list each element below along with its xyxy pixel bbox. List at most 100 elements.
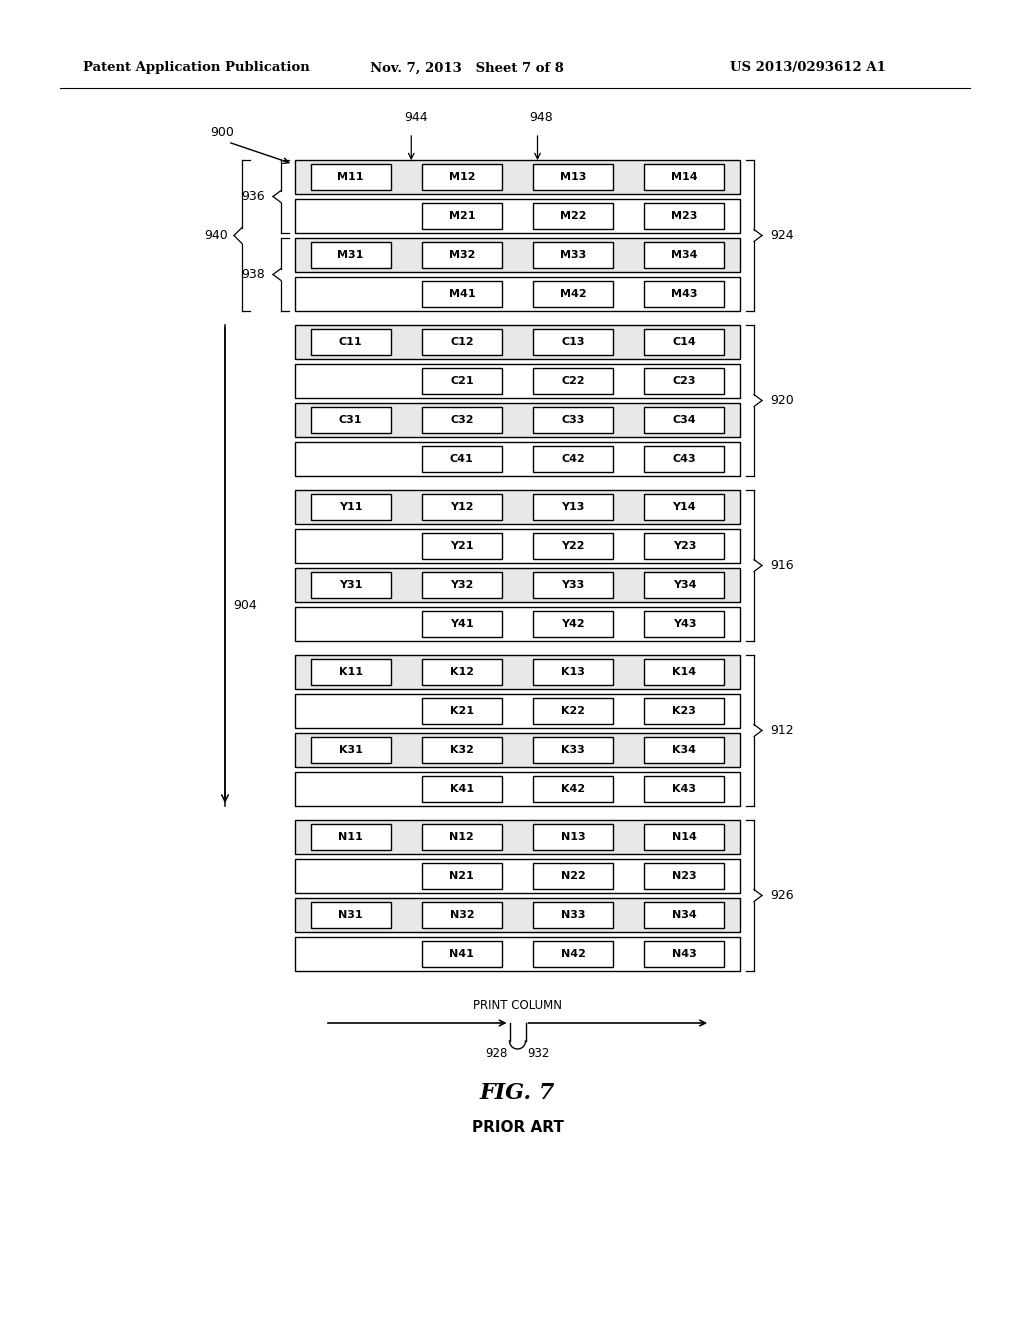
- Text: K23: K23: [673, 706, 696, 715]
- Text: Y12: Y12: [451, 502, 474, 512]
- Bar: [644, 659, 724, 685]
- Text: Y21: Y21: [451, 541, 474, 550]
- Text: K42: K42: [561, 784, 585, 795]
- Bar: [310, 737, 391, 763]
- Text: K13: K13: [561, 667, 585, 677]
- Bar: [422, 824, 502, 850]
- Text: 924: 924: [770, 228, 794, 242]
- Text: N33: N33: [561, 909, 586, 920]
- Bar: [422, 863, 502, 890]
- Text: M21: M21: [449, 211, 475, 220]
- Text: C13: C13: [561, 337, 585, 347]
- Bar: [422, 329, 502, 355]
- Bar: [422, 242, 502, 268]
- Bar: [534, 281, 613, 308]
- Bar: [422, 164, 502, 190]
- Bar: [422, 611, 502, 638]
- Bar: [534, 776, 613, 803]
- Bar: [644, 329, 724, 355]
- Text: Y33: Y33: [561, 579, 585, 590]
- Bar: [310, 824, 391, 850]
- Text: M13: M13: [560, 172, 587, 182]
- Bar: [295, 403, 740, 437]
- Text: K43: K43: [673, 784, 696, 795]
- Text: Y42: Y42: [561, 619, 585, 630]
- Text: PRINT COLUMN: PRINT COLUMN: [473, 999, 562, 1012]
- Bar: [534, 941, 613, 968]
- Bar: [644, 533, 724, 560]
- Text: N43: N43: [672, 949, 696, 960]
- Bar: [295, 238, 740, 272]
- Bar: [422, 368, 502, 395]
- Text: M41: M41: [449, 289, 475, 300]
- Bar: [644, 407, 724, 433]
- Text: 944: 944: [404, 111, 428, 124]
- Text: C41: C41: [450, 454, 474, 465]
- Text: N34: N34: [672, 909, 696, 920]
- Bar: [422, 941, 502, 968]
- Text: K11: K11: [339, 667, 362, 677]
- Text: PRIOR ART: PRIOR ART: [472, 1119, 563, 1134]
- Bar: [534, 164, 613, 190]
- Bar: [534, 659, 613, 685]
- Bar: [310, 164, 391, 190]
- Bar: [422, 572, 502, 598]
- Text: C33: C33: [561, 414, 585, 425]
- Text: C12: C12: [451, 337, 474, 347]
- Text: K34: K34: [673, 744, 696, 755]
- Bar: [295, 160, 740, 194]
- Bar: [295, 898, 740, 932]
- Text: N41: N41: [450, 949, 474, 960]
- Bar: [644, 368, 724, 395]
- Text: K32: K32: [450, 744, 474, 755]
- Text: M31: M31: [338, 249, 364, 260]
- Text: Nov. 7, 2013   Sheet 7 of 8: Nov. 7, 2013 Sheet 7 of 8: [370, 62, 564, 74]
- Bar: [295, 655, 740, 689]
- Text: 912: 912: [770, 723, 794, 737]
- Bar: [422, 737, 502, 763]
- Bar: [644, 203, 724, 230]
- Text: Y31: Y31: [339, 579, 362, 590]
- Text: K21: K21: [450, 706, 474, 715]
- Text: K12: K12: [450, 667, 474, 677]
- Text: C34: C34: [673, 414, 696, 425]
- Bar: [295, 694, 740, 729]
- Text: US 2013/0293612 A1: US 2013/0293612 A1: [730, 62, 886, 74]
- Bar: [644, 902, 724, 928]
- Bar: [422, 203, 502, 230]
- Text: N22: N22: [561, 871, 586, 880]
- Bar: [310, 494, 391, 520]
- Bar: [422, 698, 502, 725]
- Text: FIG. 7: FIG. 7: [480, 1082, 555, 1104]
- Text: M34: M34: [671, 249, 697, 260]
- Text: M12: M12: [449, 172, 475, 182]
- Text: N23: N23: [672, 871, 696, 880]
- Text: 916: 916: [770, 558, 794, 572]
- Text: 948: 948: [529, 111, 553, 124]
- Bar: [422, 281, 502, 308]
- Bar: [644, 776, 724, 803]
- Text: M14: M14: [671, 172, 697, 182]
- Bar: [422, 533, 502, 560]
- Text: 932: 932: [527, 1047, 550, 1060]
- Text: C23: C23: [673, 376, 696, 385]
- Bar: [534, 446, 613, 473]
- Bar: [644, 164, 724, 190]
- Text: Y32: Y32: [451, 579, 473, 590]
- Text: N32: N32: [450, 909, 474, 920]
- Bar: [422, 446, 502, 473]
- Bar: [534, 242, 613, 268]
- Text: N31: N31: [338, 909, 362, 920]
- Bar: [295, 442, 740, 477]
- Bar: [295, 733, 740, 767]
- Bar: [644, 863, 724, 890]
- Bar: [310, 242, 391, 268]
- Text: C21: C21: [451, 376, 474, 385]
- Text: C43: C43: [673, 454, 696, 465]
- Text: K31: K31: [339, 744, 362, 755]
- Text: M22: M22: [560, 211, 587, 220]
- Bar: [534, 902, 613, 928]
- Bar: [310, 572, 391, 598]
- Text: Y11: Y11: [339, 502, 362, 512]
- Text: M42: M42: [560, 289, 587, 300]
